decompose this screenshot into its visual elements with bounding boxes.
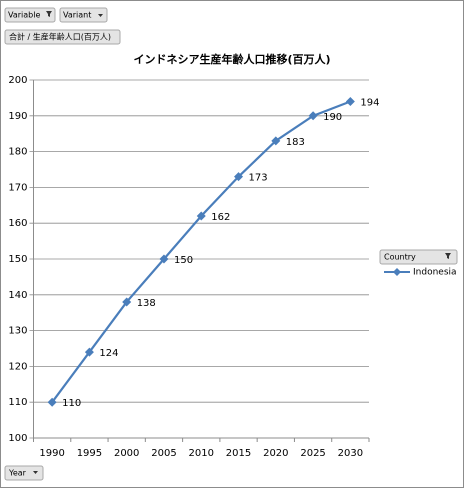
data-label: 194 (360, 97, 379, 108)
y-tick-label: 150 (8, 254, 27, 265)
legend-marker (393, 268, 401, 276)
y-tick-label: 180 (8, 147, 27, 158)
data-marker (159, 254, 169, 264)
x-tick-label: 1990 (39, 448, 64, 459)
filter-button[interactable]: Variant (59, 7, 108, 23)
x-tick-label: 2010 (189, 448, 214, 459)
data-marker (196, 211, 206, 221)
x-tick-label: 1995 (77, 448, 102, 459)
data-label: 110 (62, 398, 81, 409)
button-label: Variant (63, 11, 91, 20)
data-label: 138 (137, 298, 156, 309)
chart-title: インドネシア生産年齢人口推移(百万人) (133, 52, 330, 66)
filter-button[interactable]: Variable (4, 7, 56, 23)
y-tick-label: 160 (8, 218, 27, 229)
x-tick-label: 2030 (338, 448, 363, 459)
data-marker (234, 172, 244, 182)
axis-field-button[interactable]: Year (4, 465, 44, 481)
button-label: Country (384, 253, 416, 262)
y-tick-label: 190 (8, 111, 27, 122)
y-tick-label: 130 (8, 326, 27, 337)
y-tick-label: 120 (8, 361, 27, 372)
data-label: 173 (249, 173, 268, 184)
y-tick-label: 110 (8, 397, 27, 408)
y-tick-label: 140 (8, 290, 27, 301)
button-label: Year (8, 469, 27, 478)
value-field-button[interactable]: 合計 / 生産年齢人口(百万人) (4, 29, 121, 45)
button-label: 合計 / 生産年齢人口(百万人) (9, 32, 111, 42)
data-marker (122, 297, 132, 307)
y-tick-label: 100 (8, 433, 27, 444)
y-tick-label: 200 (8, 75, 27, 86)
x-tick-label: 2025 (300, 448, 325, 459)
button-label: Variable (8, 11, 40, 20)
data-label: 150 (174, 255, 193, 266)
legend-field-button[interactable]: Country (379, 249, 458, 265)
data-marker (271, 136, 281, 146)
x-tick-label: 2005 (151, 448, 176, 459)
data-label: 162 (211, 212, 230, 223)
data-label: 124 (99, 348, 118, 359)
data-label: 190 (323, 112, 342, 123)
x-tick-label: 2000 (114, 448, 139, 459)
legend-label: Indonesia (413, 268, 457, 278)
data-marker (84, 347, 94, 357)
y-tick-label: 170 (8, 182, 27, 193)
x-tick-label: 2020 (263, 448, 288, 459)
data-marker (47, 397, 57, 407)
data-marker (308, 111, 318, 121)
data-label: 183 (286, 137, 305, 148)
x-tick-label: 2015 (226, 448, 251, 459)
data-marker (345, 96, 355, 106)
